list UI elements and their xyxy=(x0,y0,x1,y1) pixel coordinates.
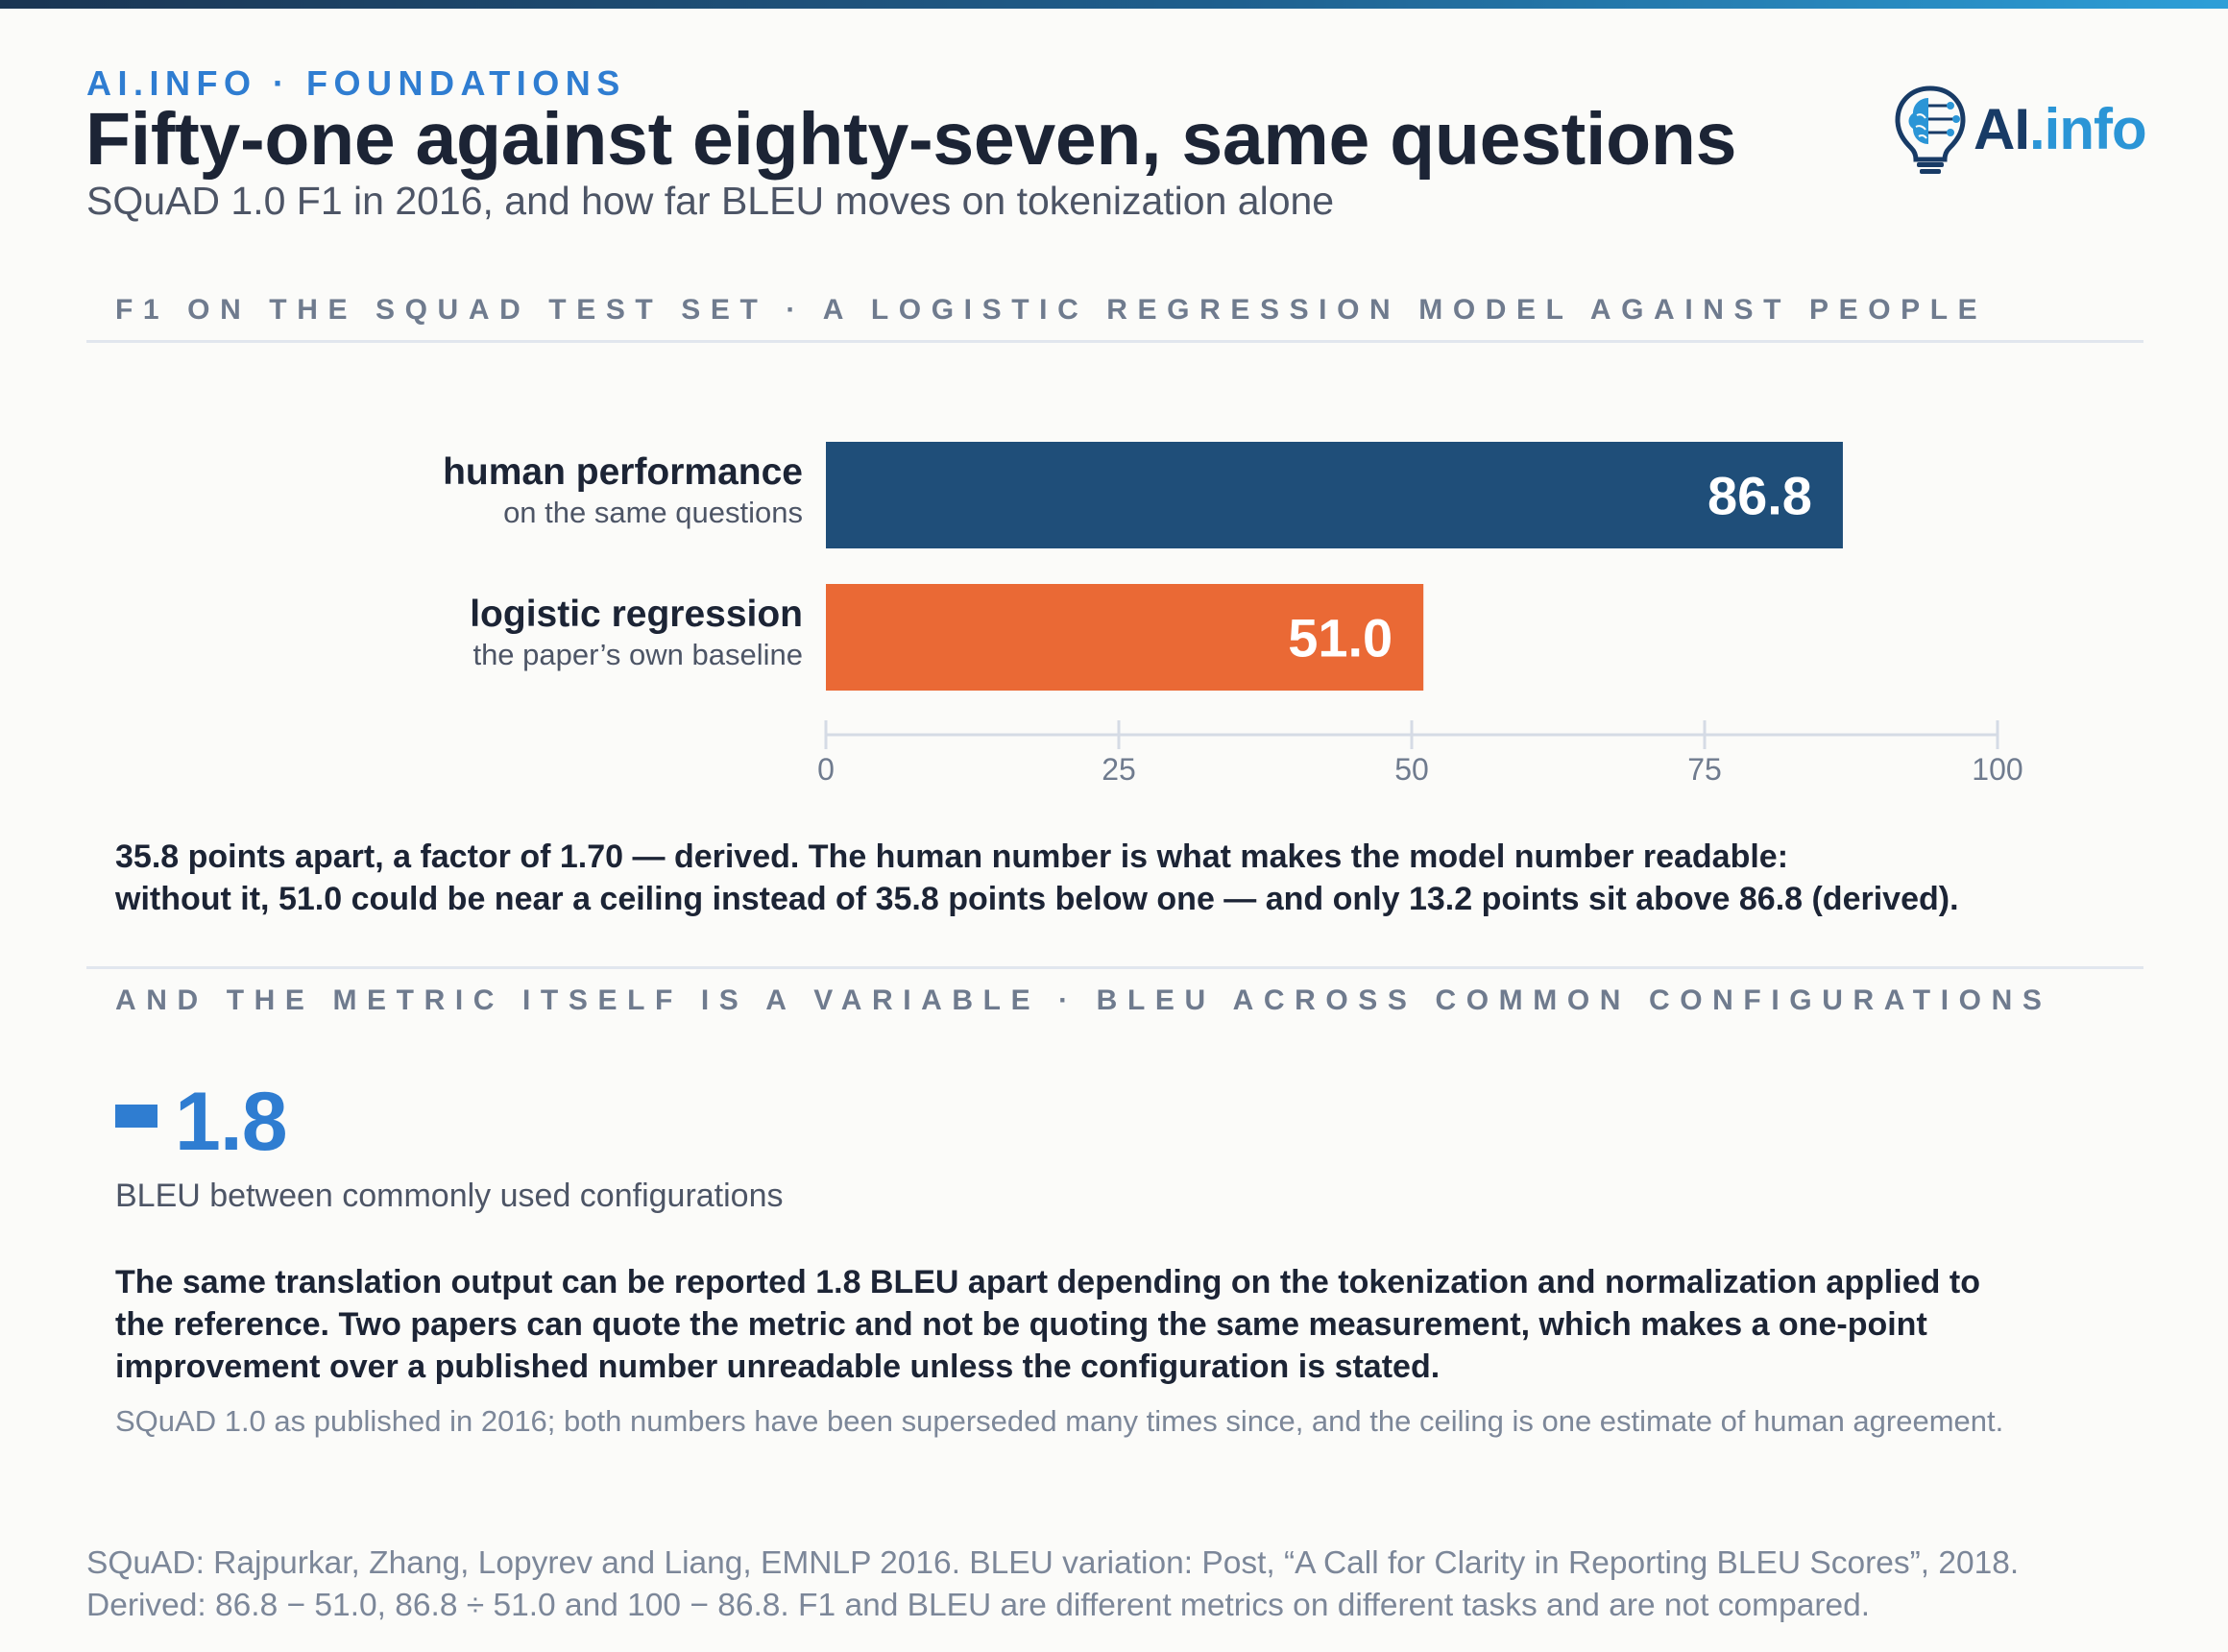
bar-label-human: human performance on the same questions xyxy=(443,450,803,531)
chart-section-label: F1 ON THE SQUAD TEST SET · A LOGISTIC RE… xyxy=(115,294,1988,326)
bar-category-label: logistic regression xyxy=(470,594,803,635)
stat-marker xyxy=(115,1105,157,1128)
bar xyxy=(826,584,1424,691)
eyebrow: AI.INFO · FOUNDATIONS xyxy=(86,63,626,103)
page-subtitle: SQuAD 1.0 F1 in 2016, and how far BLEU m… xyxy=(86,179,1335,223)
bar-category-note: the paper’s own baseline xyxy=(472,638,803,671)
chart-note-line-2: without it, 51.0 could be near a ceiling… xyxy=(115,881,1959,917)
x-tick-label: 0 xyxy=(817,752,835,787)
bar xyxy=(826,442,1843,548)
x-tick-label: 50 xyxy=(1394,752,1429,787)
bleu-body-line-3: improvement over a published number unre… xyxy=(115,1348,1441,1385)
x-tick-label: 25 xyxy=(1102,752,1136,787)
chart-note-line-1: 35.8 points apart, a factor of 1.70 — de… xyxy=(115,838,1789,875)
source-line-1: SQuAD: Rajpurkar, Zhang, Lopyrev and Lia… xyxy=(86,1545,2020,1581)
bar-category-note: on the same questions xyxy=(503,496,803,529)
top-accent-band xyxy=(0,0,2228,9)
logo-prefix: AI xyxy=(1974,97,2030,161)
bleu-body-line-1: The same translation output can be repor… xyxy=(115,1264,1980,1300)
x-tick-label: 100 xyxy=(1972,752,2022,787)
bleu-stat-value: 1.8 xyxy=(175,1076,288,1168)
source-line-2: Derived: 86.8 − 51.0, 86.8 ÷ 51.0 and 10… xyxy=(86,1588,1871,1623)
bar-chart: 86.8 51.0 0 25 50 75 100 xyxy=(817,442,2023,787)
page-title: Fifty-one against eighty-seven, same que… xyxy=(85,98,1737,181)
bar-value-label: 51.0 xyxy=(1288,608,1392,668)
bar-label-logistic: logistic regression the paper’s own base… xyxy=(470,593,803,673)
x-tick-label: 75 xyxy=(1687,752,1722,787)
bleu-section-label: AND THE METRIC ITSELF IS A VARIABLE · BL… xyxy=(115,984,2052,1016)
logo-suffix: .info xyxy=(2029,97,2147,161)
bar-category-label: human performance xyxy=(443,451,803,493)
caveat-note: SQuAD 1.0 as published in 2016; both num… xyxy=(115,1404,2004,1438)
lightbulb-brain-icon xyxy=(1895,85,1966,174)
section-divider xyxy=(86,966,2143,969)
section-divider xyxy=(86,340,2143,343)
bar-value-label: 86.8 xyxy=(1707,466,1812,526)
logo[interactable]: AI.info xyxy=(1894,85,2147,177)
logo-wordmark: AI.info xyxy=(1974,96,2147,162)
bleu-stat-caption: BLEU between commonly used configuration… xyxy=(115,1178,784,1214)
bleu-body-line-2: the reference. Two papers can quote the … xyxy=(115,1306,1927,1343)
